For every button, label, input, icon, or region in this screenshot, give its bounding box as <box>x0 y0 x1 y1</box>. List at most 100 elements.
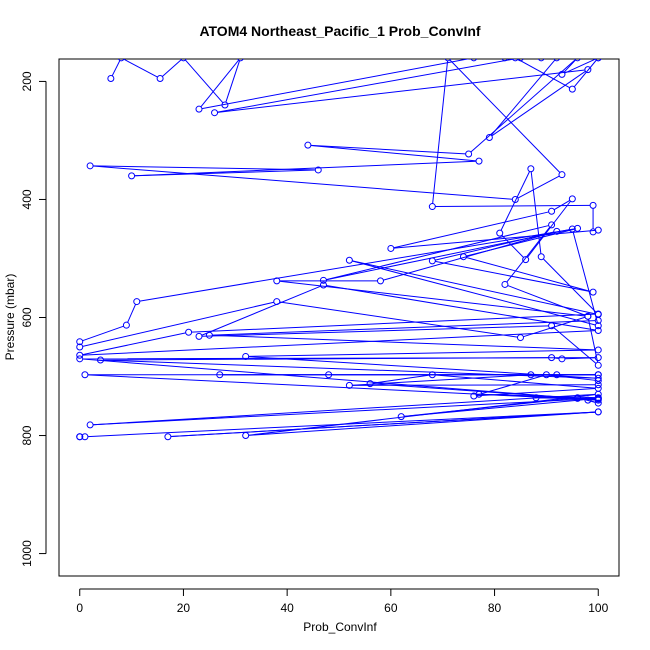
data-point <box>594 377 602 385</box>
data-point <box>594 59 602 62</box>
data-point <box>584 396 592 404</box>
data-point <box>133 298 141 306</box>
series-line-segment <box>501 234 524 258</box>
data-point <box>345 381 353 389</box>
plot-frame <box>58 58 620 577</box>
y-axis-label: Pressure (mbar) <box>3 274 17 361</box>
data-point <box>444 59 452 62</box>
data-point <box>242 352 250 360</box>
data-point <box>527 371 535 379</box>
data-point <box>86 162 94 170</box>
series-line-segment <box>201 285 321 336</box>
series-line-segment <box>248 411 596 436</box>
x-axis-label: Prob_ConvInf <box>303 620 377 634</box>
data-point <box>594 399 602 407</box>
series-line-segment <box>93 165 316 171</box>
data-point <box>237 59 244 62</box>
series-line-segment <box>212 334 596 351</box>
data-point <box>553 371 561 379</box>
data-point <box>501 280 509 288</box>
series-line-segment <box>435 374 596 389</box>
data-point <box>548 221 556 229</box>
series-line-segment <box>82 332 186 356</box>
series-line-segment <box>572 231 598 323</box>
series-line-segment <box>500 171 530 231</box>
series-line-segment <box>82 301 274 347</box>
data-point <box>195 105 203 113</box>
series-line-segment <box>134 169 316 177</box>
data-point <box>558 171 566 179</box>
y-tick-label: 600 <box>20 307 34 327</box>
data-point <box>574 59 581 62</box>
series-line-segment <box>82 357 596 360</box>
x-tick-label: 60 <box>384 601 398 615</box>
series-line-segment <box>449 59 561 173</box>
data-point <box>496 229 504 237</box>
data-point <box>512 59 519 62</box>
series-line-segment <box>432 60 449 204</box>
series-line-segment <box>352 260 596 315</box>
data-point <box>584 66 592 74</box>
data-point <box>594 226 602 234</box>
series-line-segment <box>383 231 555 281</box>
data-point <box>156 74 164 82</box>
data-point <box>86 421 94 429</box>
series-line-segment <box>466 257 591 292</box>
series-line-segment <box>553 199 571 211</box>
data-point <box>594 408 602 416</box>
data-point <box>594 346 602 354</box>
data-point <box>397 413 405 421</box>
data-point <box>76 338 84 346</box>
data-point <box>532 394 540 402</box>
data-point <box>501 59 509 62</box>
series-line-segment <box>491 70 586 137</box>
data-point <box>304 141 312 149</box>
x-tick-label: 0 <box>76 601 83 615</box>
series-line-segment <box>93 393 596 426</box>
series-line-segment <box>507 285 586 316</box>
data-point <box>537 253 545 261</box>
data-point <box>164 433 172 441</box>
data-point <box>589 201 597 209</box>
data-point <box>568 225 576 233</box>
y-tick-label: 1000 <box>20 540 34 567</box>
series-line-segment <box>191 313 596 333</box>
data-point <box>81 371 89 379</box>
series-line-segment <box>87 411 596 438</box>
series-line-segment <box>93 165 513 200</box>
series-line-segment <box>310 144 466 155</box>
series-line-segment <box>93 398 596 426</box>
data-point <box>211 109 219 117</box>
series-line-segment <box>352 374 528 386</box>
series-line-segment <box>506 226 551 283</box>
data-point <box>81 433 89 441</box>
series-line-segment <box>111 60 121 77</box>
data-point <box>195 332 203 340</box>
series-line-segment <box>590 398 596 401</box>
series-line-segment <box>185 59 224 104</box>
data-point <box>376 277 384 285</box>
series-line-segment <box>517 175 560 199</box>
series-line-segment <box>490 59 556 136</box>
series-line-segment <box>564 59 596 74</box>
data-point <box>527 165 535 173</box>
series-line-segment <box>162 59 182 77</box>
data-point <box>584 312 592 320</box>
data-point <box>76 433 84 441</box>
data-point <box>517 59 524 62</box>
plot-group: 0 20 40 60 80 100 200 400 600 800 1000 <box>20 58 620 615</box>
data-point <box>76 343 84 351</box>
series-line-segment <box>170 411 596 438</box>
series-line-segment <box>527 200 571 258</box>
data-point <box>475 157 483 165</box>
series-line-segment <box>212 320 596 336</box>
series-line-segment <box>201 325 549 337</box>
x-tick-label: 80 <box>488 601 502 615</box>
data-point <box>459 253 467 261</box>
data-point <box>319 276 327 284</box>
data-point <box>428 203 436 211</box>
data-point <box>465 150 473 158</box>
series-line-segment <box>217 59 517 113</box>
x-tick-label: 20 <box>177 601 191 615</box>
